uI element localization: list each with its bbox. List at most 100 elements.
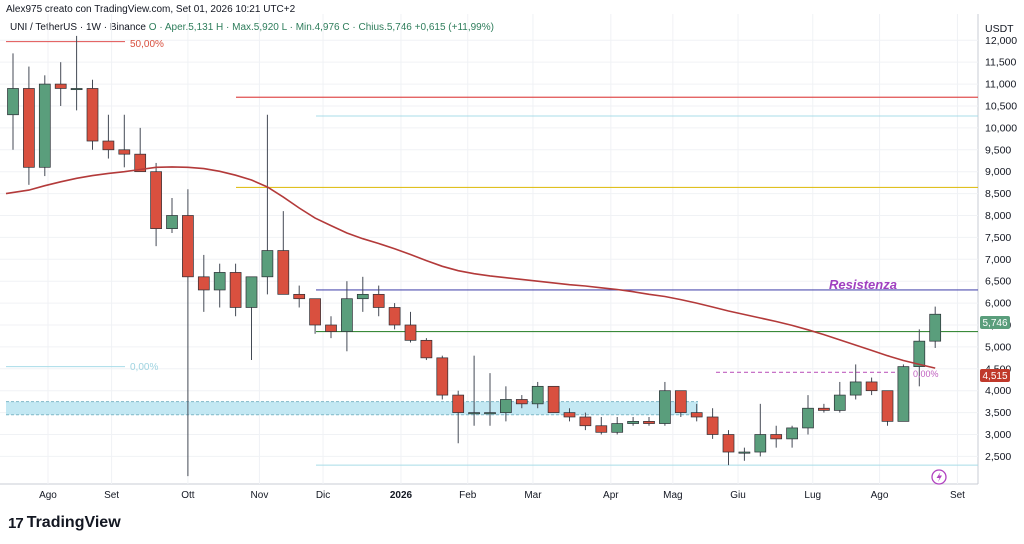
- moving-average-line: [5, 166, 936, 369]
- candle: [706, 408, 719, 439]
- candle: [547, 385, 560, 413]
- fib-50-label: 50,00%: [130, 39, 164, 50]
- candle-body-up: [500, 399, 512, 413]
- candle: [356, 276, 369, 312]
- candle-body-up: [7, 88, 19, 116]
- lightning-icon[interactable]: [931, 469, 947, 485]
- candle-body-up: [849, 381, 862, 396]
- candle: [166, 197, 178, 234]
- levels: [6, 41, 978, 466]
- candle-body-up: [341, 298, 353, 332]
- candle-body-up: [659, 390, 671, 424]
- candle: [23, 66, 35, 185]
- candle: [150, 162, 162, 247]
- candle-body-up: [356, 293, 369, 300]
- time-tick-label: Feb: [459, 490, 477, 501]
- candle-body-up: [802, 407, 814, 429]
- candle: [929, 306, 942, 348]
- candle: [818, 403, 830, 413]
- candle: [293, 285, 306, 308]
- candle: [563, 408, 576, 422]
- candle-body-down: [452, 394, 465, 413]
- price-tick-label: 10,500: [985, 100, 1017, 112]
- candle-body-up: [166, 215, 178, 229]
- candle-body-up: [531, 385, 544, 405]
- candle-body-down: [643, 421, 655, 424]
- time-axis[interactable]: Ago Set Ott Nov Dic 2026 Feb Mar Apr Mag Giu Lug Ago…: [39, 490, 965, 501]
- candle: [722, 430, 735, 466]
- candle-body-down: [563, 412, 576, 418]
- symbol-name[interactable]: UNI / TetherUS · 1W · Binance: [10, 22, 146, 33]
- candle-body-up: [38, 83, 51, 168]
- candle-body-down: [515, 399, 528, 405]
- ma-price-badge: 4,515: [980, 369, 1010, 382]
- price-tick-label: 8,000: [985, 210, 1011, 222]
- candle: [54, 62, 67, 106]
- candle-body-up: [261, 250, 274, 278]
- candle: [261, 114, 274, 295]
- candle-body-down: [229, 272, 242, 308]
- candle: [595, 416, 608, 435]
- tradingview-logo[interactable]: 17 TradingView: [8, 514, 121, 532]
- candle-body-down: [579, 416, 592, 427]
- candle-body-down: [722, 434, 735, 453]
- ohlc-values: O · Aper.5,131 H · Max.5,920 L · Min.4,9…: [148, 22, 494, 33]
- candle: [881, 390, 894, 426]
- price-tick-label: 2,500: [985, 451, 1011, 463]
- candle-body-up: [833, 394, 846, 411]
- candle: [70, 35, 83, 111]
- candle-body-up: [786, 427, 798, 440]
- price-tick-label: 4,000: [985, 385, 1011, 397]
- candle-body-up: [213, 272, 226, 291]
- candle: [849, 364, 862, 400]
- candle: [897, 364, 910, 422]
- candle-body-up: [754, 434, 767, 453]
- time-tick-label: Ago: [39, 490, 57, 501]
- price-axis[interactable]: 12,000 11,500 11,000 10,500 10,000 9,500 9,000…: [985, 35, 1017, 463]
- ma-percent-label: 0,00%: [913, 369, 939, 379]
- time-tick-label: Mag: [663, 490, 682, 501]
- candle: [245, 276, 258, 361]
- resistance-label: Resistenza: [829, 277, 897, 292]
- candle: [738, 447, 751, 461]
- candle: [913, 329, 926, 387]
- candle-body-down: [420, 339, 433, 359]
- candle: [611, 416, 624, 435]
- symbol-legend: UNI / TetherUS · 1W · Binance O · Aper.5…: [10, 22, 494, 33]
- price-tick-label: 3,500: [985, 407, 1011, 419]
- price-tick-label: 9,000: [985, 166, 1011, 178]
- candle-body-down: [277, 250, 290, 295]
- support-zone: [6, 401, 698, 415]
- candle: [579, 412, 592, 431]
- candle: [134, 127, 147, 173]
- candle-body-up: [484, 412, 496, 415]
- tradingview-logo-text: TradingView: [26, 514, 121, 531]
- candle: [627, 416, 639, 426]
- candle-body-up: [70, 88, 83, 91]
- time-tick-label: Ago: [871, 490, 889, 501]
- candle: [86, 79, 99, 150]
- last-price-text: 5,746: [982, 318, 1007, 329]
- candle-body-down: [595, 425, 608, 433]
- candle-body-down: [182, 215, 194, 278]
- candle-body-down: [818, 407, 830, 411]
- candle: [531, 381, 544, 409]
- candle: [118, 114, 131, 168]
- price-tick-label: 6,500: [985, 276, 1011, 288]
- candle: [754, 403, 767, 457]
- time-tick-label: Ott: [181, 490, 195, 501]
- time-tick-label: Dic: [316, 490, 330, 501]
- candle-body-up: [611, 423, 624, 433]
- price-tick-label: 11,000: [985, 79, 1016, 91]
- candle-body-down: [293, 293, 306, 300]
- time-tick-label: Nov: [251, 490, 269, 501]
- candle: [341, 281, 353, 352]
- candle-body-down: [118, 149, 131, 155]
- candle: [786, 425, 798, 448]
- price-tick-label: 11,500: [985, 57, 1016, 69]
- candle-body-down: [197, 276, 210, 291]
- time-tick-label: Set: [104, 490, 119, 501]
- fib-0-label: 0,00%: [130, 362, 158, 373]
- time-tick-label: Set: [950, 490, 965, 501]
